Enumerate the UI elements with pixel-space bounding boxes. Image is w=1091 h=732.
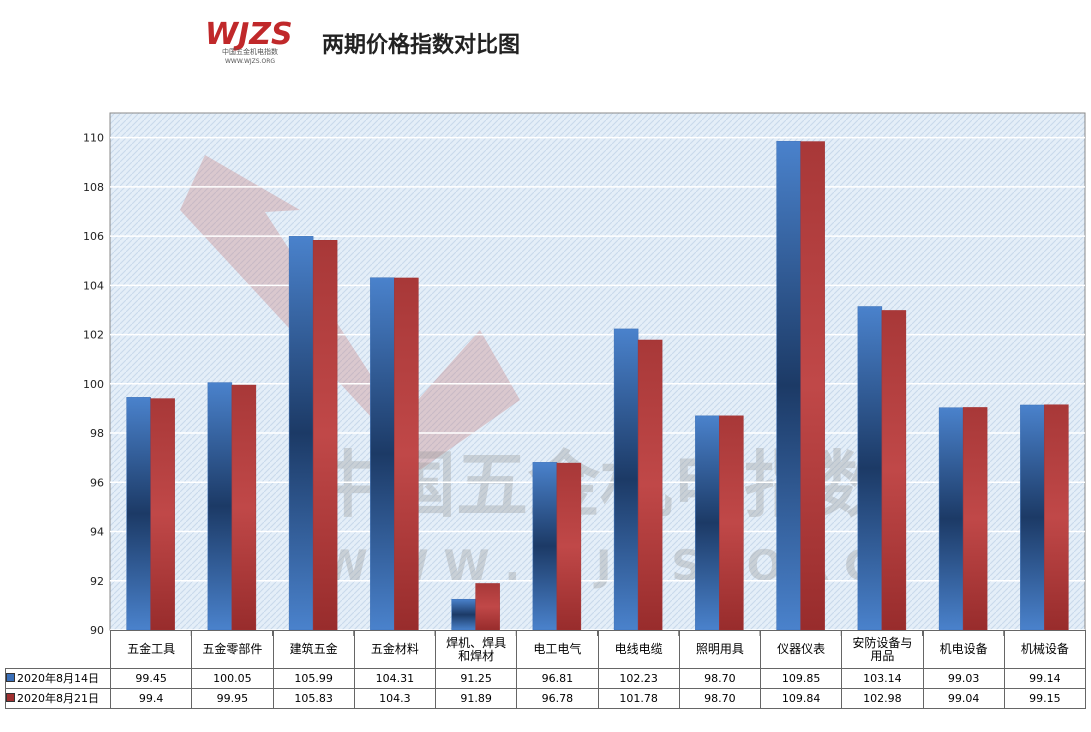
bar [231,384,257,631]
legend-label: 2020年8月21日 [17,692,99,705]
value-cell: 99.15 [1003,688,1087,709]
value-cell: 100.05 [191,668,274,689]
bar [776,141,801,631]
bar [126,397,151,631]
bar [695,415,720,631]
bar [150,398,175,631]
legend-entry: 2020年8月21日 [5,688,111,709]
value-cell: 99.4 [109,688,193,709]
value-cell: 99.95 [191,688,274,709]
bar [637,339,663,631]
value-cell: 102.98 [841,688,924,709]
y-tick-label: 106 [83,230,104,243]
bar [962,407,988,631]
chart-title: 两期价格指数对比图 [322,32,520,58]
bar [800,141,825,631]
category-label: 五金零部件 [191,630,274,669]
bar [532,462,558,631]
bar [312,240,338,631]
logo: WJZS [205,17,293,52]
y-tick-label: 96 [90,476,104,489]
y-tick-label: 102 [83,329,104,342]
category-label: 照明用具 [678,630,762,669]
data-table: 五金工具 五金零部件 建筑五金 五金材料 焊机、焊具和焊材 电工电气 电线电缆 照明用具 仪器仪… [5,630,1087,709]
bar [881,310,907,631]
category-label: 五金工具 [109,630,193,669]
category-label: 仪器仪表 [759,630,843,669]
bar [475,583,500,631]
y-tick-label: 104 [83,279,104,292]
bar [1044,404,1069,631]
value-cell: 103.14 [841,668,924,689]
y-tick-label: 100 [83,378,104,391]
category-label: 安防设备与用品 [841,630,924,669]
value-cell: 109.84 [759,688,843,709]
value-cell: 96.78 [516,688,599,709]
value-cell: 98.70 [678,688,762,709]
value-cell: 105.83 [272,688,355,709]
y-tick-label: 110 [83,132,104,145]
value-cell: 99.14 [1003,668,1087,689]
category-label: 焊机、焊具和焊材 [434,630,518,669]
category-label: 建筑五金 [272,630,355,669]
value-cell: 104.31 [353,668,437,689]
bar [613,328,639,631]
legend-entry: 2020年8月14日 [5,668,111,689]
series-row: 2020年8月21日 99.4 99.95 105.83 104.3 91.89 96.78… [5,688,1087,709]
legend-swatch [6,673,15,682]
legend-label: 2020年8月14日 [17,672,99,685]
category-label: 五金材料 [353,630,437,669]
y-tick-label: 108 [83,181,104,194]
bar [370,277,395,631]
value-cell: 91.89 [434,688,518,709]
y-tick-label: 92 [90,575,104,588]
logo-subtitle: 中国五金机电指数 [222,47,278,56]
legend-swatch [6,693,15,702]
category-label: 电工电气 [516,630,599,669]
value-cell: 109.85 [759,668,843,689]
value-cell: 99.03 [922,668,1005,689]
bar [207,382,233,631]
bar [556,462,582,631]
category-row: 五金工具 五金零部件 建筑五金 五金材料 焊机、焊具和焊材 电工电气 电线电缆 照明用具 仪器仪… [6,630,1087,669]
value-cell: 105.99 [272,668,355,689]
value-cell: 91.25 [434,668,518,689]
value-cell: 98.70 [678,668,762,689]
bar [719,415,744,631]
y-tick-label: 94 [90,526,104,539]
value-cell: 99.45 [109,668,193,689]
series-row: 2020年8月14日 99.45 100.05 105.99 104.31 91.25 96… [5,668,1087,689]
bar [1020,404,1045,631]
value-cell: 102.23 [597,668,680,689]
plot-area [109,112,1086,631]
value-cell: 99.04 [922,688,1005,709]
bar [451,598,476,631]
bar [394,277,419,631]
category-label: 电线电缆 [597,630,680,669]
watermark-arrow [180,155,520,470]
category-label: 机械设备 [1003,630,1087,669]
bar [938,407,964,631]
value-cell: 101.78 [597,688,680,709]
y-tick-label: 98 [90,427,104,440]
bar [288,236,314,631]
value-cell: 104.3 [353,688,437,709]
category-label: 机电设备 [922,630,1005,669]
corner-cell [6,631,111,669]
logo-url: WWW.WJZS.ORG [225,58,275,65]
y-tick-label: 90 [90,624,104,637]
value-cell: 96.81 [516,668,599,689]
bar [857,306,883,631]
